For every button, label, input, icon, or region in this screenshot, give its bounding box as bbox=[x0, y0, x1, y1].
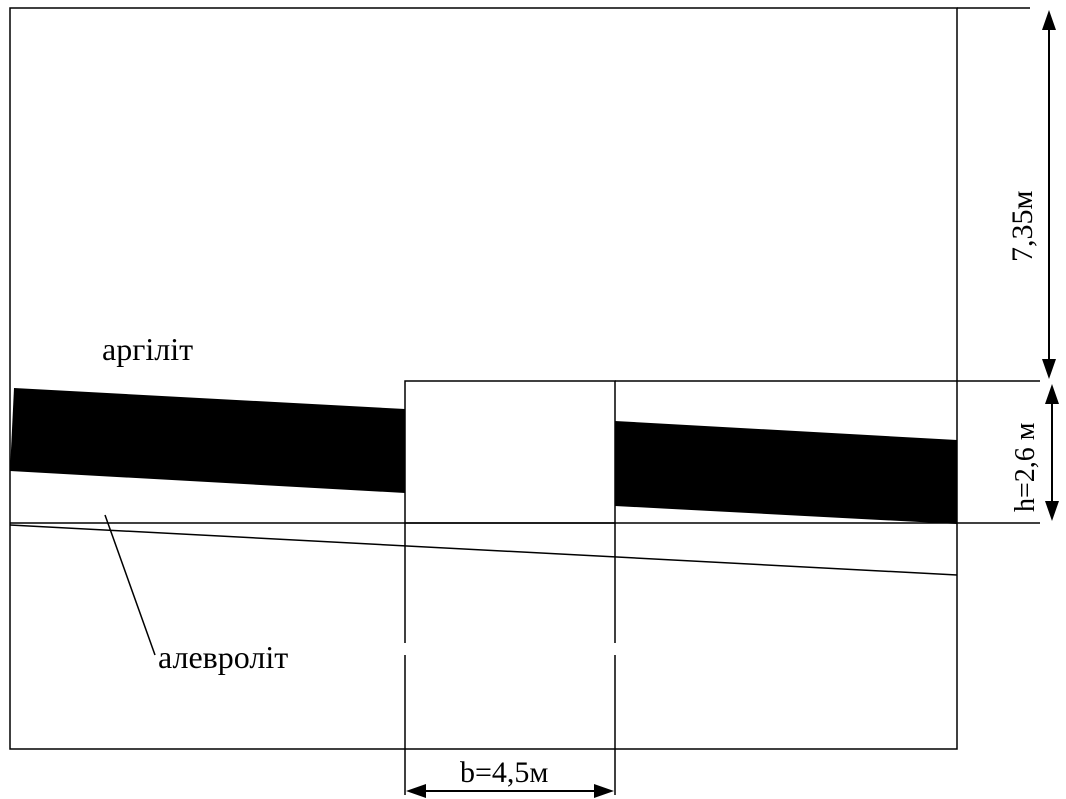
seam-band-right bbox=[615, 421, 957, 524]
excavation-opening bbox=[404, 380, 616, 524]
seam-band-left bbox=[10, 388, 405, 493]
opening-width-extension-lines bbox=[404, 523, 616, 795]
upper-rock-label: аргіліт bbox=[102, 331, 193, 367]
siltstone-leader-line bbox=[104, 514, 156, 656]
overburden-dimension-arrow bbox=[1042, 10, 1056, 379]
overburden-thickness-label: 7,35м bbox=[1006, 191, 1039, 263]
opening-height-dimension-arrow bbox=[1045, 384, 1059, 521]
opening-width-dimension-arrow bbox=[406, 784, 614, 798]
rock-contact-line bbox=[9, 524, 958, 576]
lower-rock-label: алевроліт bbox=[158, 639, 288, 675]
opening-width-label: b=4,5м bbox=[460, 756, 548, 789]
rock-block-outline bbox=[9, 7, 958, 750]
opening-height-label: h=2,6 м bbox=[1010, 422, 1041, 512]
